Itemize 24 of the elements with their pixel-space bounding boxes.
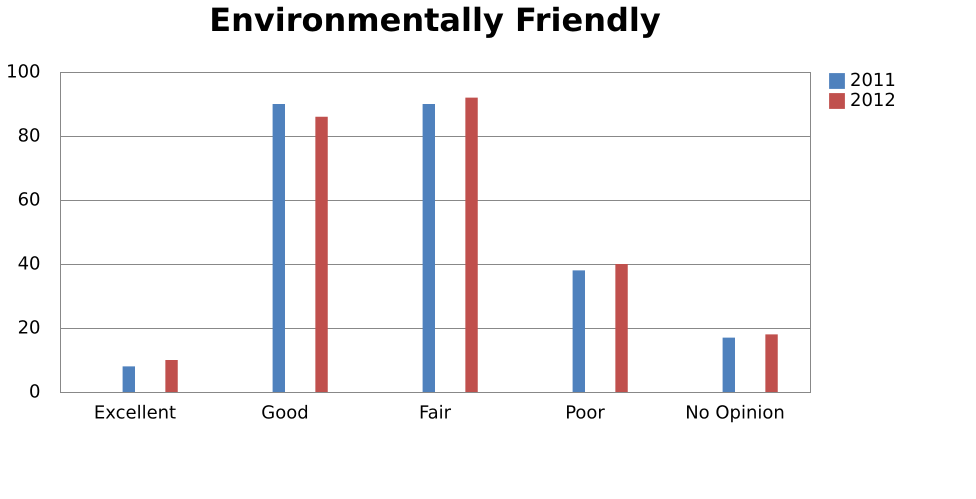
bar bbox=[165, 360, 178, 392]
x-tick-label: Excellent bbox=[94, 402, 176, 424]
y-tick-label: 20 bbox=[18, 318, 40, 338]
x-tick-label: Fair bbox=[418, 402, 452, 424]
x-tick-label: No Opinion bbox=[685, 402, 785, 424]
y-tick-label: 0 bbox=[29, 382, 40, 402]
legend-label: 2011 bbox=[850, 70, 896, 91]
y-tick-label: 100 bbox=[6, 62, 40, 82]
bar bbox=[615, 264, 628, 392]
bar bbox=[122, 366, 135, 392]
y-tick-label: 60 bbox=[18, 190, 40, 210]
bar bbox=[422, 104, 435, 392]
bar bbox=[272, 104, 285, 392]
legend-label: 2012 bbox=[850, 90, 896, 111]
x-tick-label: Good bbox=[261, 402, 309, 424]
bar bbox=[722, 338, 735, 392]
bar bbox=[465, 98, 478, 392]
x-tick-label: Poor bbox=[565, 402, 606, 424]
y-tick-label: 40 bbox=[18, 254, 40, 274]
y-tick-label: 80 bbox=[18, 126, 40, 146]
bar bbox=[765, 334, 778, 392]
bar bbox=[315, 116, 328, 392]
bar bbox=[572, 270, 585, 392]
chart-title: Environmentally Friendly bbox=[209, 1, 661, 39]
